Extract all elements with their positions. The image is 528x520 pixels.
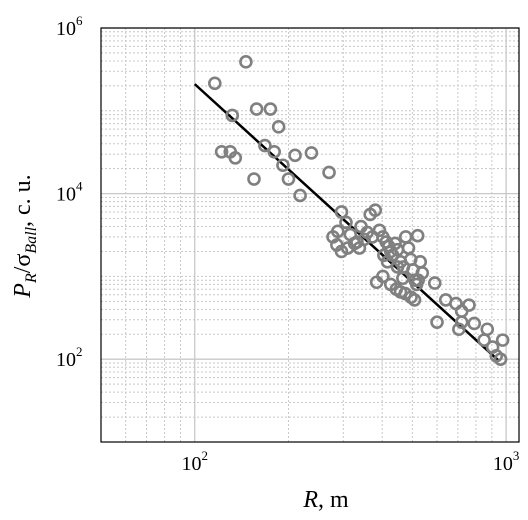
data-point bbox=[411, 273, 426, 287]
data-point bbox=[340, 241, 355, 255]
data-point bbox=[228, 151, 243, 165]
x-axis-label: R, m bbox=[302, 487, 349, 513]
data-point bbox=[239, 55, 253, 69]
x-tick-label: 102 bbox=[181, 448, 208, 475]
y-axis-label-sigma-sub: Ball bbox=[23, 226, 40, 253]
data-point bbox=[467, 316, 482, 331]
data-point bbox=[377, 248, 391, 263]
data-point bbox=[304, 146, 319, 160]
y-tick-labels: 102 104 106 bbox=[56, 13, 83, 371]
x-tick-labels: 102 103 bbox=[181, 448, 519, 475]
data-point bbox=[350, 235, 364, 249]
data-point bbox=[452, 322, 466, 337]
data-point bbox=[380, 255, 395, 269]
data-point bbox=[388, 236, 402, 251]
data-point bbox=[288, 148, 302, 163]
minor-grid bbox=[100, 28, 519, 443]
data-point bbox=[214, 144, 229, 159]
data-point bbox=[396, 271, 410, 286]
data-point bbox=[480, 322, 495, 337]
data-point bbox=[293, 188, 307, 203]
data-point bbox=[410, 228, 425, 243]
x-axis-label-var: R bbox=[302, 487, 318, 513]
data-point bbox=[427, 276, 442, 290]
data-point bbox=[357, 232, 371, 247]
data-point bbox=[225, 108, 240, 123]
scatter-points bbox=[208, 55, 510, 367]
data-point bbox=[365, 230, 380, 244]
data-point bbox=[267, 144, 282, 159]
y-axis-label-p-sub: R bbox=[23, 273, 40, 284]
y-axis-label-unit: , c. u. bbox=[10, 174, 36, 227]
y-axis-label-p: P bbox=[10, 283, 36, 299]
fit-line bbox=[193, 83, 501, 362]
data-point bbox=[281, 172, 296, 186]
data-point bbox=[495, 333, 510, 347]
data-point bbox=[271, 120, 286, 134]
x-tick-label: 103 bbox=[493, 448, 520, 475]
data-point bbox=[368, 203, 383, 218]
data-point bbox=[339, 215, 353, 230]
plot-frame bbox=[100, 27, 520, 443]
y-tick-label: 104 bbox=[56, 179, 83, 206]
data-point bbox=[263, 102, 278, 116]
data-point bbox=[249, 102, 264, 116]
data-point bbox=[430, 315, 444, 329]
data-point bbox=[276, 158, 290, 173]
data-point bbox=[376, 269, 390, 284]
plot-background bbox=[101, 28, 519, 442]
y-axis-label: PR/σBall, c. u. bbox=[10, 174, 40, 298]
data-point bbox=[258, 138, 272, 153]
data-point bbox=[390, 260, 405, 274]
y-tick-label: 106 bbox=[56, 13, 83, 40]
data-point bbox=[493, 352, 508, 367]
x-axis-label-unit: , m bbox=[318, 487, 349, 513]
data-point bbox=[247, 172, 261, 186]
data-point bbox=[462, 298, 476, 312]
y-axis-label-sigma: /σ bbox=[10, 254, 36, 274]
data-point bbox=[322, 165, 336, 180]
data-point bbox=[208, 76, 222, 91]
data-point bbox=[407, 293, 422, 307]
y-tick-label: 102 bbox=[56, 344, 83, 371]
